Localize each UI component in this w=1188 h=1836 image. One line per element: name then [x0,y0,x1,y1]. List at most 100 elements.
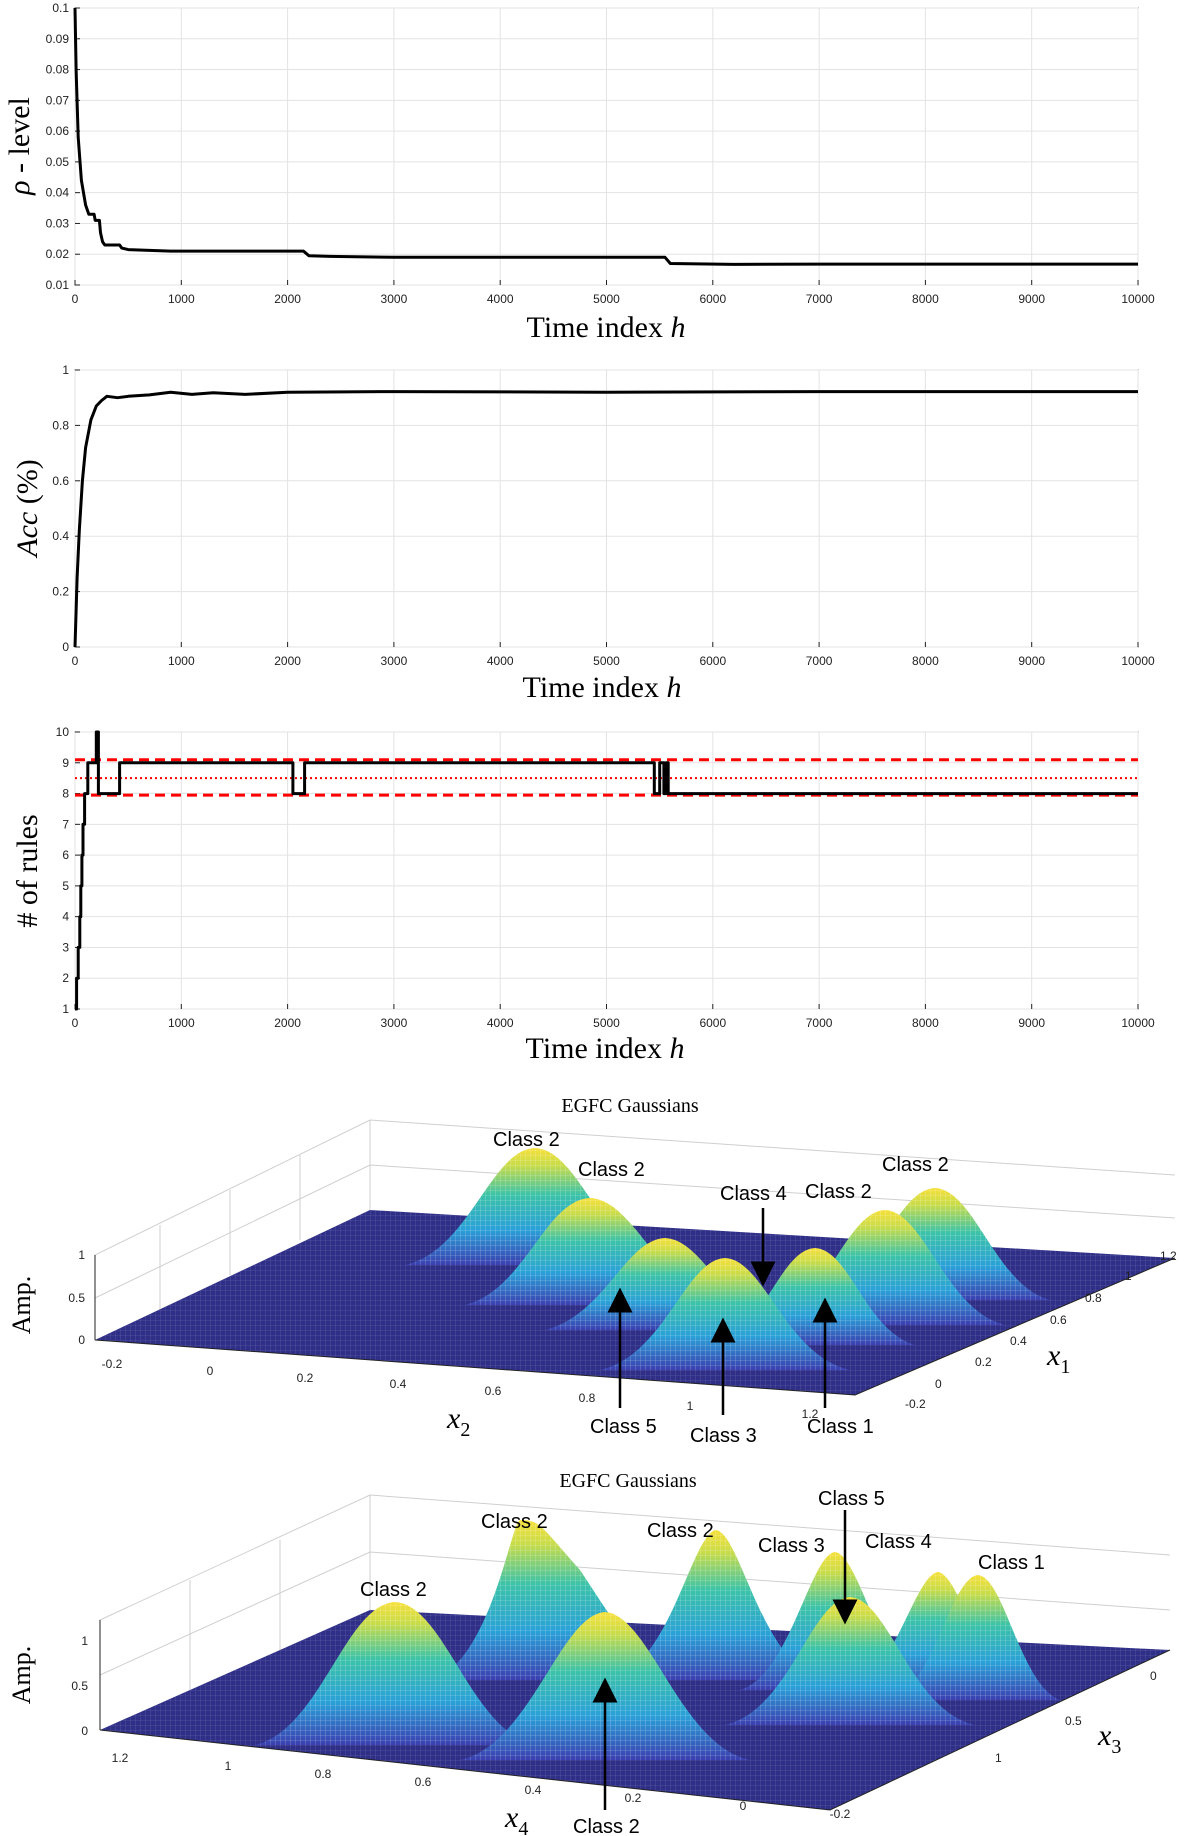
class-label: Class 3 [690,1425,757,1447]
y-tick-label: 0 [935,1377,942,1391]
x1-ticks: -0.2 0 0.2 0.4 0.6 0.8 1 1.2 [905,1249,1177,1411]
x2-axis-label: x2 [446,1402,470,1441]
y-tick-label: 0.6 [52,474,69,488]
x-tick-label: 0.4 [390,1377,407,1391]
class-label: Class 5 [818,1488,885,1510]
z-ticks: 0 0.5 1 [71,1634,88,1738]
x-tick-label: 0 [207,1364,214,1378]
x-tick-label: -0.2 [102,1357,123,1371]
x-tick-label: 2000 [274,292,301,306]
y-axis-label: # of rules [11,814,44,927]
y-tick-label: 1 [1125,1269,1132,1283]
chart-title: EGFC Gaussians [559,1470,696,1492]
x-axis-label: Time index h [527,311,686,344]
x-tick-label: 6000 [699,654,726,668]
y-tick-label: 0.4 [52,529,69,543]
x-tick-label: 7000 [806,292,833,306]
x-tick-label: 1.2 [112,1751,129,1765]
y-tick-label: 0.4 [1010,1334,1027,1348]
x-tick-label: 7000 [806,1016,833,1030]
x-tick-label: 9000 [1018,1016,1045,1030]
class-label: Class 2 [882,1154,949,1176]
y-tick-label: 0 [62,640,69,654]
y-tick-label: 0 [1150,1669,1157,1683]
x-tick-label: 0 [740,1799,747,1813]
y-tick-label: 0.6 [1050,1313,1067,1327]
y-tick-label: 0.8 [1085,1291,1102,1305]
class-annotations: Class 2 Class 2 Class 4 Class 2 Class 2 … [493,1129,949,1447]
annotation-arrows [607,1208,838,1415]
y-tick-label: 5 [62,879,69,893]
y-tick-label: 0.05 [46,155,70,169]
y-tick-label: 0.2 [975,1355,992,1369]
chart-accuracy: 0 0.2 0.4 0.6 0.8 1 0 1000 2000 3000 4000 5000 6000 7… [11,363,1155,704]
y-tick-label: 0.01 [46,278,70,292]
x-tick-label: 0.8 [315,1767,332,1781]
peak-mesh [255,1520,1060,1760]
x-tick-label: 5000 [593,292,620,306]
x-tick-label: 1000 [168,1016,195,1030]
class-label: Class 2 [578,1159,645,1181]
class-annotations: Class 5 Class 2 Class 2 Class 3 Class 4 … [360,1488,1045,1836]
x-tick-label: 0.2 [625,1791,642,1805]
y-tick-label: 0.8 [52,418,69,432]
z-tick-label: 0 [78,1333,85,1347]
z-tick-label: 1 [81,1634,88,1648]
y-tick-label: 1 [62,363,69,377]
x-tick-label: 9000 [1018,292,1045,306]
x-tick-label: 4000 [487,292,514,306]
x-tick-label: 4000 [487,654,514,668]
y-tick-label: 0.1 [52,1,69,15]
x2-ticks: -0.2 0 0.2 0.4 0.6 0.8 1 1.2 [102,1357,819,1421]
z-tick-label: 1 [78,1248,85,1262]
peak-mesh [405,1148,1050,1370]
y-tick-label: 0.03 [46,216,70,230]
x-tick-label: 4000 [487,1016,514,1030]
chart-title: EGFC Gaussians [561,1095,698,1117]
x-tick-label: 0.8 [579,1391,596,1405]
x-tick-label: 0 [72,292,79,306]
y-tick-label: 0.04 [46,186,70,200]
x-tick-label: 1 [687,1399,694,1413]
z-axis-label: Amp. [7,1646,36,1705]
class-label: Class 4 [720,1183,787,1205]
y-tick-label: 1.2 [1160,1249,1177,1263]
class-label: Class 2 [647,1520,714,1542]
x-tick-label: 0 [72,1016,79,1030]
x-tick-label: 0.6 [485,1384,502,1398]
class-label: Class 2 [573,1816,640,1836]
class-label: Class 2 [805,1181,872,1203]
x-tick-label: 7000 [806,654,833,668]
series-line-rho [73,7,1138,266]
y-tick-label: 7 [62,817,69,831]
z-axis-label: Amp. [7,1276,36,1335]
y-tick-label: 3 [62,940,69,954]
x-tick-label: 0.6 [415,1775,432,1789]
surface-chart-2: EGFC Gaussians 0 0.5 1 Amp. [7,1470,1171,1836]
y-tick-label: -0.2 [905,1397,926,1411]
series-line-accuracy [73,390,1138,648]
class-label: Class 2 [360,1579,427,1601]
class-label: Class 1 [978,1552,1045,1574]
y-axis-label: ρ - level [3,97,36,196]
x-tick-label: 8000 [912,1016,939,1030]
annotation-arrows [592,1510,858,1810]
y-tick-label: 1 [995,1751,1002,1765]
x-tick-label: 2000 [274,654,301,668]
class-label: Class 2 [493,1129,560,1151]
x-tick-label: 0.2 [297,1371,314,1385]
x-tick-label: 8000 [912,654,939,668]
surface-chart-1: EGFC Gaussians 0 0.5 1 Amp. -0.2 [7,1095,1177,1447]
class-label: Class 4 [865,1531,932,1553]
z-tick-label: 0 [81,1724,88,1738]
y-tick-label: 0.2 [52,585,69,599]
x-tick-label: 10000 [1121,654,1155,668]
class-label: Class 2 [481,1511,548,1533]
z-ticks: 0 0.5 1 [68,1248,85,1347]
chart-rho-level: 0.01 0.02 0.03 0.04 0.05 0.06 0.07 0.08 0.09 0.1 0… [3,1,1155,344]
x-tick-label: -0.2 [830,1807,851,1821]
axes-front-edges [94,1257,1176,1396]
x-tick-label: 0.4 [525,1783,542,1797]
x3-ticks: 0 0.5 1 [995,1669,1157,1765]
x-tick-label: 5000 [593,1016,620,1030]
